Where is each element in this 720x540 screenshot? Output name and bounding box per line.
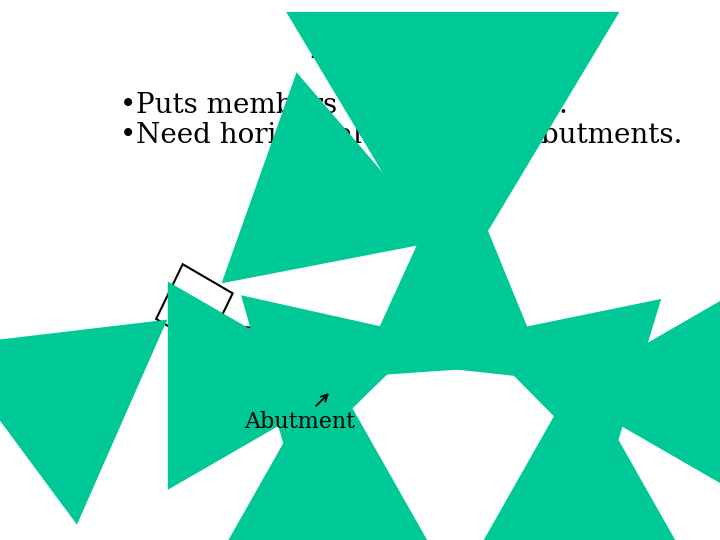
Text: •: • <box>120 92 135 119</box>
Text: Arch: Arch <box>311 19 431 69</box>
Text: Need horizontal support at abutments.: Need horizontal support at abutments. <box>136 122 683 148</box>
Text: Abutment: Abutment <box>244 395 356 433</box>
Polygon shape <box>323 335 585 399</box>
Text: Puts members in compression.: Puts members in compression. <box>136 92 568 119</box>
Text: •: • <box>120 122 135 148</box>
